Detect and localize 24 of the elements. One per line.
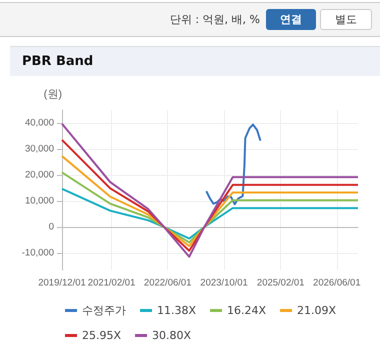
- y-tick-label: 0: [48, 222, 54, 233]
- legend-label: 25.95X: [82, 329, 122, 342]
- legend-label: 30.80X: [152, 329, 192, 342]
- x-tick-label: 2023/10/01: [200, 278, 248, 288]
- text: 연결: [266, 9, 316, 30]
- x-tick-label: 2019/12/01: [38, 278, 86, 288]
- legend-label: 21.09X: [297, 304, 337, 317]
- legend-label: 16.24X: [227, 304, 267, 317]
- line-series: [205, 124, 262, 206]
- y-tick-label: 40,000: [24, 118, 54, 129]
- x-tick-label: 2025/02/01: [256, 278, 304, 288]
- chart-title: PBR Band: [10, 47, 380, 76]
- y-tick-label: 10,000: [24, 196, 54, 207]
- y-tick-label: 30,000: [24, 144, 54, 155]
- x-tick-label: 2026/06/01: [313, 278, 361, 288]
- x-tick-label: 2022/06/01: [144, 278, 192, 288]
- y-tick-label: -10,000: [22, 248, 54, 259]
- y-tick-label: 20,000: [24, 170, 54, 181]
- y-axis-title: (원): [44, 88, 62, 100]
- x-tick-label: 2021/02/01: [88, 278, 136, 288]
- text: 별도: [320, 9, 372, 30]
- legend-label: 11.38X: [157, 304, 196, 317]
- text: 단위 : 억원, 배, %: [170, 12, 260, 27]
- legend-label: 수정주가: [82, 304, 126, 317]
